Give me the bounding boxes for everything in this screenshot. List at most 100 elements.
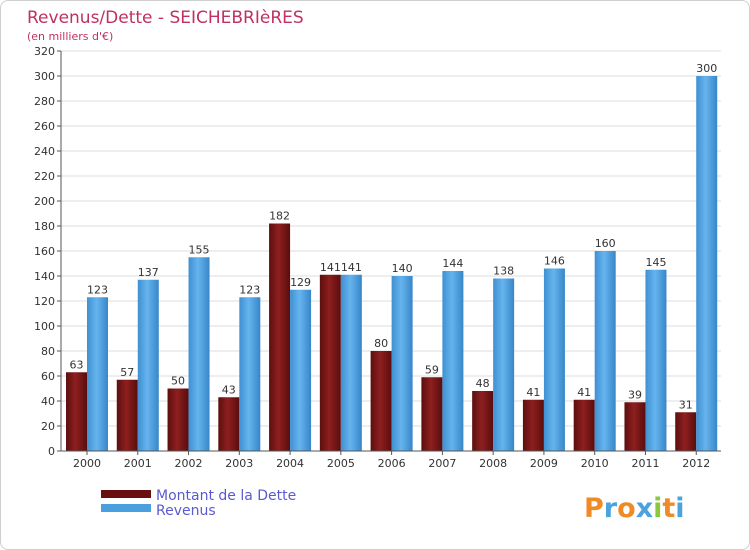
legend-swatch-dette <box>101 490 151 498</box>
x-tick-label: 2011 <box>631 457 659 470</box>
bar-dette <box>167 388 189 451</box>
value-label-dette: 43 <box>222 383 236 396</box>
bar-dette <box>624 402 646 451</box>
y-tick-label: 40 <box>41 395 55 408</box>
value-label-dette: 41 <box>526 386 540 399</box>
x-tick-label: 2003 <box>225 457 253 470</box>
grid-lines <box>61 50 721 427</box>
legend: Montant de la Dette Revenus <box>101 488 296 519</box>
bar-revenus <box>340 274 362 451</box>
value-label-revenus: 123 <box>239 283 260 296</box>
y-tick-label: 260 <box>34 120 55 133</box>
bar-dette <box>675 412 697 451</box>
logo-letter: t <box>662 493 675 524</box>
chart-subtitle: (en milliers d'€) <box>27 30 113 43</box>
x-axis-ticks: 2000 2001 2002 2003 2004 2005 2006 2007 2008 2009… <box>73 451 710 470</box>
x-tick-label: 2006 <box>378 457 406 470</box>
value-label-dette: 48 <box>476 377 490 390</box>
bar-dette <box>66 372 87 451</box>
x-tick-label: 2005 <box>327 457 355 470</box>
value-label-revenus: 144 <box>442 257 463 270</box>
y-tick-label: 60 <box>41 370 55 383</box>
y-tick-label: 160 <box>34 245 55 258</box>
bar-dette <box>218 397 240 451</box>
y-tick-label: 140 <box>34 270 55 283</box>
x-tick-label: 2009 <box>530 457 558 470</box>
value-label-revenus: 146 <box>544 255 565 268</box>
y-tick-label: 320 <box>34 45 55 58</box>
y-axis-ticks: 0 20 40 60 80 100 120 140 160 180 200 220 240 260 280 3… <box>34 45 61 458</box>
bar-dette <box>573 399 595 451</box>
y-tick-label: 240 <box>34 145 55 158</box>
bar-revenus <box>543 268 565 451</box>
y-tick-label: 280 <box>34 95 55 108</box>
value-label-revenus: 300 <box>696 62 717 75</box>
x-tick-label: 2008 <box>479 457 507 470</box>
bar-revenus <box>696 76 718 451</box>
bar-revenus <box>137 279 159 451</box>
legend-swatch-revenus <box>101 504 151 512</box>
value-label-dette: 80 <box>374 337 388 350</box>
bar-revenus <box>391 276 413 451</box>
value-label-revenus: 145 <box>645 256 666 269</box>
value-label-revenus: 160 <box>595 237 616 250</box>
logo-letter: o <box>617 493 636 524</box>
value-label-revenus: 140 <box>392 262 413 275</box>
bar-dette <box>370 351 392 451</box>
logo-letter: x <box>636 493 653 524</box>
bar-revenus <box>239 297 261 451</box>
y-tick-label: 220 <box>34 170 55 183</box>
value-label-dette: 41 <box>577 386 591 399</box>
bar-revenus <box>290 289 312 451</box>
bar-revenus <box>442 271 464 451</box>
bar-revenus <box>493 278 515 451</box>
x-tick-label: 2002 <box>175 457 203 470</box>
chart-title: Revenus/Dette - SEICHEBRIèRES <box>27 8 304 28</box>
bar-dette <box>116 379 138 451</box>
x-tick-label: 2010 <box>581 457 609 470</box>
y-tick-label: 300 <box>34 70 55 83</box>
y-tick-label: 100 <box>34 320 55 333</box>
bar-dette <box>421 377 443 451</box>
value-label-revenus: 137 <box>138 266 159 279</box>
value-label-dette: 141 <box>320 261 341 274</box>
value-label-dette: 57 <box>120 366 134 379</box>
logo-letter: i <box>675 493 684 524</box>
value-label-revenus: 138 <box>493 265 514 278</box>
x-tick-label: 2007 <box>428 457 456 470</box>
bar-dette <box>522 399 544 451</box>
value-label-revenus: 123 <box>87 283 108 296</box>
value-label-dette: 50 <box>171 375 185 388</box>
value-label-dette: 59 <box>425 363 439 376</box>
x-tick-label: 2000 <box>73 457 101 470</box>
logo-letter: i <box>653 493 662 524</box>
legend-label-revenus: Revenus <box>156 503 216 519</box>
value-label-revenus: 155 <box>189 243 210 256</box>
value-label-dette: 63 <box>70 358 84 371</box>
proxiti-logo: Proxiti <box>584 493 685 524</box>
bar-revenus <box>87 297 108 451</box>
y-tick-label: 80 <box>41 345 55 358</box>
y-tick-label: 200 <box>34 195 55 208</box>
value-labels: 63 123 57 137 50 155 43 123 182 129 141 141 80 140 59 1… <box>70 62 718 411</box>
x-tick-label: 2012 <box>682 457 710 470</box>
logo-letter: P <box>584 493 604 524</box>
value-label-dette: 31 <box>679 398 693 411</box>
y-tick-label: 0 <box>48 445 55 458</box>
bar-revenus <box>645 269 667 451</box>
bar-dette <box>472 391 494 451</box>
value-label-revenus: 141 <box>341 261 362 274</box>
value-label-revenus: 129 <box>290 276 311 289</box>
legend-label-dette: Montant de la Dette <box>156 488 296 504</box>
bar-dette <box>269 223 291 451</box>
y-tick-label: 120 <box>34 295 55 308</box>
y-tick-label: 20 <box>41 420 55 433</box>
value-label-dette: 182 <box>269 210 290 223</box>
y-tick-label: 180 <box>34 220 55 233</box>
bars <box>66 76 718 451</box>
bar-revenus <box>188 257 210 451</box>
x-tick-label: 2004 <box>276 457 304 470</box>
bar-revenus <box>594 251 616 451</box>
